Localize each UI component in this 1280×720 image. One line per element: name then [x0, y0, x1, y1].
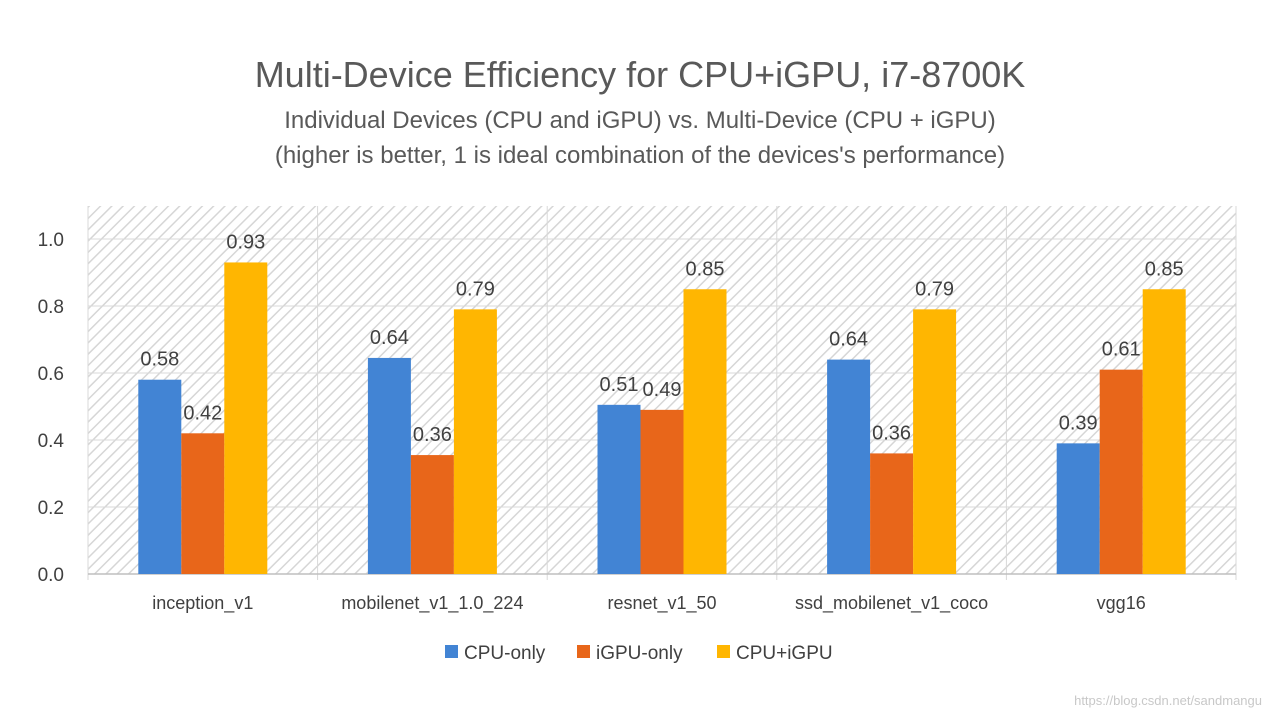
bar-igpu-only — [410, 455, 454, 574]
legend-label: CPU-only — [464, 643, 546, 664]
y-tick-label: 0.8 — [38, 297, 64, 318]
bar-value-label: 0.93 — [226, 231, 265, 253]
x-category-label: mobilenet_v1_1.0_224 — [341, 593, 523, 614]
chart-title: Multi-Device Efficiency for CPU+iGPU, i7… — [254, 54, 1026, 95]
watermark-text: https://blog.csdn.net/sandmangu — [1074, 693, 1262, 708]
bar-value-label: 0.79 — [915, 278, 954, 300]
bar-value-label: 0.61 — [1102, 339, 1141, 361]
chart-subtitle-line-1: Individual Devices (CPU and iGPU) vs. Mu… — [284, 107, 996, 134]
y-tick-label: 0.4 — [38, 431, 65, 452]
bar-value-label: 0.42 — [183, 402, 222, 424]
y-tick-label: 0.0 — [38, 565, 64, 586]
x-category-label: resnet_v1_50 — [607, 593, 716, 614]
bar-cpu-igpu — [224, 262, 268, 574]
legend-swatch — [445, 645, 458, 658]
bar-value-label: 0.85 — [686, 258, 725, 280]
bar-igpu-only — [640, 409, 684, 574]
bar-cpu-only — [597, 404, 641, 574]
x-category-label: inception_v1 — [152, 593, 253, 614]
bar-value-label: 0.39 — [1059, 412, 1098, 434]
x-category-label: vgg16 — [1097, 593, 1146, 613]
bar-value-label: 0.51 — [600, 374, 639, 396]
chart-subtitle-line-2: (higher is better, 1 is ideal combinatio… — [274, 142, 1006, 169]
bar-value-label: 0.36 — [872, 422, 911, 444]
legend-swatch — [577, 645, 590, 658]
y-tick-label: 1.0 — [38, 230, 64, 251]
legend-label: CPU+iGPU — [736, 643, 833, 664]
bar-igpu-only — [1099, 369, 1143, 574]
legend-swatch — [717, 645, 730, 658]
bar-cpu-igpu — [1142, 289, 1186, 574]
bar-cpu-only — [827, 359, 871, 574]
x-category-label: ssd_mobilenet_v1_coco — [795, 593, 988, 614]
y-tick-label: 0.2 — [38, 498, 64, 519]
bar-value-label: 0.64 — [370, 327, 409, 349]
legend-label: iGPU-only — [596, 643, 683, 664]
bar-cpu-igpu — [913, 309, 957, 574]
bar-value-label: 0.58 — [140, 349, 179, 371]
bar-value-label: 0.36 — [413, 424, 452, 446]
bar-cpu-igpu — [453, 309, 497, 574]
bar-cpu-only — [1056, 443, 1100, 574]
bar-cpu-only — [367, 357, 411, 574]
bar-igpu-only — [870, 453, 914, 574]
bar-cpu-igpu — [683, 289, 727, 574]
bar-value-label: 0.79 — [456, 278, 495, 300]
y-tick-label: 0.6 — [38, 364, 64, 385]
bar-value-label: 0.64 — [829, 329, 868, 351]
bar-cpu-only — [138, 379, 182, 574]
bar-value-label: 0.49 — [643, 379, 682, 401]
bar-value-label: 0.85 — [1145, 258, 1184, 280]
bar-igpu-only — [181, 433, 225, 574]
